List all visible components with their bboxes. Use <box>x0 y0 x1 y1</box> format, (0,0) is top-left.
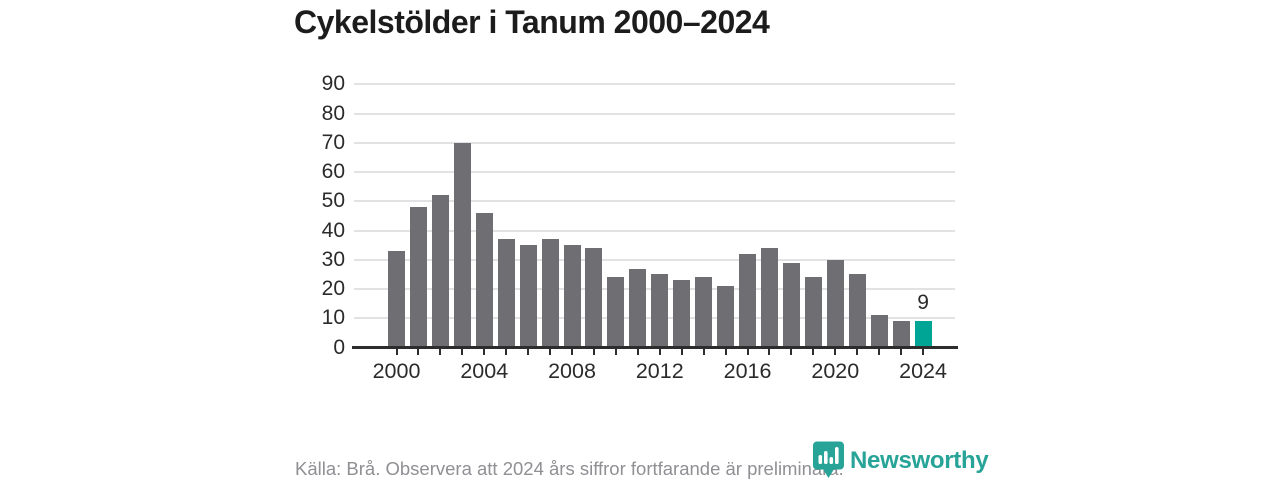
bar-2007 <box>541 239 559 348</box>
bar-2006 <box>519 245 537 348</box>
bar-2021 <box>848 274 866 348</box>
x-tick-2013 <box>680 349 683 355</box>
value-label-2024: 9 <box>917 291 929 314</box>
x-tick-2006 <box>527 349 530 355</box>
x-tick-2004 <box>483 349 486 355</box>
y-tick-label-30: 30 <box>321 247 345 271</box>
gridline-40 <box>354 229 955 232</box>
x-tick-2021 <box>856 349 859 355</box>
x-tick-2023 <box>900 349 903 355</box>
y-tick-label-10: 10 <box>321 306 345 330</box>
x-tick-2019 <box>812 349 815 355</box>
bar-2010 <box>607 277 625 348</box>
bar-2022 <box>870 315 888 348</box>
bar-2014 <box>695 277 713 348</box>
x-tick-label-2012: 2012 <box>635 359 684 383</box>
y-tick-label-0: 0 <box>333 335 345 359</box>
x-tick-2016 <box>746 349 749 355</box>
x-tick-2009 <box>592 349 595 355</box>
bar-2005 <box>497 239 515 348</box>
y-tick-label-90: 90 <box>321 72 345 96</box>
gridline-60 <box>354 171 955 173</box>
bar-2011 <box>629 268 647 348</box>
x-tick-2008 <box>571 349 574 355</box>
source-note: Källa: Brå. Observera att 2024 års siffr… <box>295 458 844 479</box>
gridline-30 <box>354 258 955 261</box>
x-tick-2010 <box>614 349 617 355</box>
x-tick-2022 <box>878 349 881 355</box>
y-tick-label-50: 50 <box>321 189 345 213</box>
y-tick-label-60: 60 <box>321 160 345 183</box>
x-tick-label-2016: 2016 <box>723 359 772 383</box>
gridline-90 <box>354 83 955 86</box>
x-tick-2005 <box>505 349 508 355</box>
bar-2017 <box>760 248 778 348</box>
bar-2019 <box>804 277 822 348</box>
x-tick-2017 <box>768 349 771 355</box>
bar-2024 <box>914 321 932 348</box>
bar-2013 <box>673 280 691 348</box>
bar-2008 <box>563 245 581 348</box>
x-tick-label-2020: 2020 <box>811 359 860 383</box>
x-tick-2002 <box>439 349 442 355</box>
x-tick-label-2024: 2024 <box>899 359 947 383</box>
x-tick-2000 <box>395 349 398 355</box>
x-tick-2014 <box>702 349 705 355</box>
newsworthy-logo: Newsworthy <box>812 441 989 480</box>
bar-2012 <box>651 274 669 348</box>
x-tick-2001 <box>417 349 420 355</box>
bar-2000 <box>388 250 405 348</box>
y-tick-label-20: 20 <box>321 277 345 300</box>
x-tick-2015 <box>724 349 727 355</box>
y-tick-label-80: 80 <box>321 101 345 125</box>
bar-2016 <box>739 253 757 348</box>
x-axis-line <box>352 346 958 349</box>
chart-title: Cykelstölder i Tanum 2000–2024 <box>294 4 770 40</box>
x-tick-2024 <box>922 349 925 355</box>
bar-2004 <box>475 212 493 348</box>
bar-2003 <box>453 142 471 348</box>
bar-2018 <box>782 262 800 348</box>
gridline-70 <box>354 141 955 144</box>
brand-name: Newsworthy <box>850 447 989 474</box>
bar-2009 <box>585 248 603 348</box>
x-tick-label-2000: 2000 <box>372 359 421 383</box>
bar-2020 <box>826 259 844 348</box>
bar-2023 <box>892 321 910 348</box>
bar-2001 <box>409 207 427 348</box>
x-tick-label-2008: 2008 <box>548 359 596 383</box>
x-tick-label-2004: 2004 <box>460 359 509 383</box>
x-tick-2003 <box>461 349 464 355</box>
x-tick-2007 <box>549 349 552 355</box>
y-tick-label-40: 40 <box>321 218 345 242</box>
x-tick-2011 <box>636 349 639 355</box>
bar-2015 <box>717 286 735 348</box>
gridline-50 <box>354 200 955 203</box>
x-tick-2012 <box>658 349 661 355</box>
gridline-80 <box>354 112 955 115</box>
y-tick-label-70: 70 <box>321 130 345 154</box>
x-tick-2018 <box>790 349 793 355</box>
bar-2002 <box>431 195 449 348</box>
x-tick-2020 <box>834 349 837 355</box>
newsworthy-brand-icon <box>813 441 844 478</box>
